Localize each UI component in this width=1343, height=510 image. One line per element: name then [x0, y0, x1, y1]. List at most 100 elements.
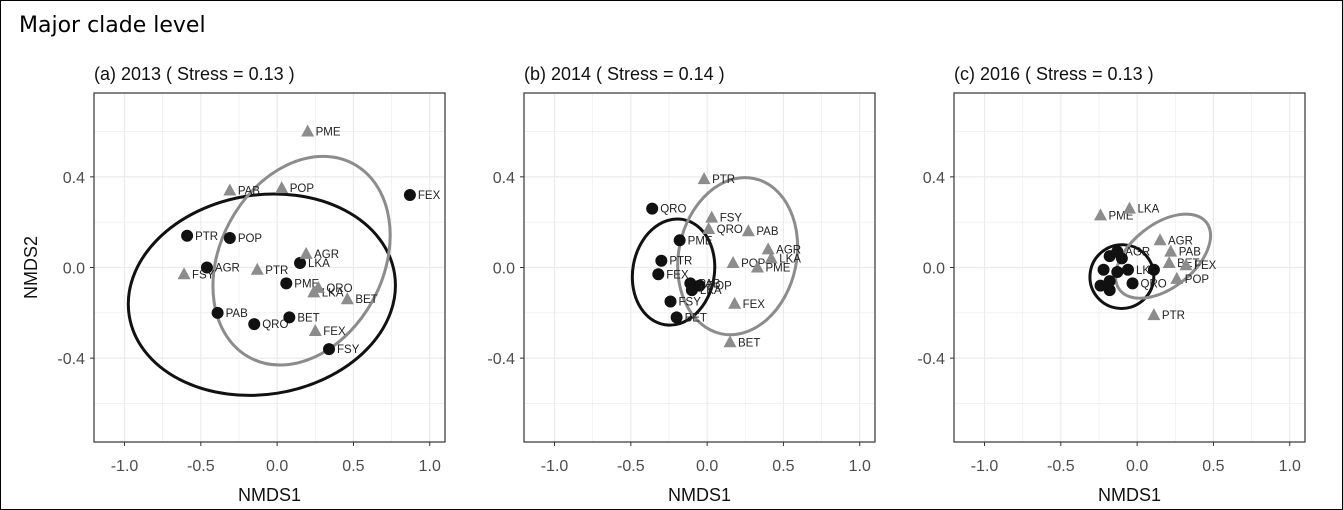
- point-label: LKA: [322, 287, 344, 299]
- x-tick-label: 1.0: [419, 458, 441, 475]
- y-tick-label: 0.4: [63, 170, 85, 187]
- panel-title: (c) 2016 ( Stress = 0.13 ): [954, 64, 1154, 84]
- x-axis-label: NMDS1: [238, 485, 301, 505]
- panel-3: AGRLKAQROPMELKAAGRPABBETFEXPOPPTR-1.0-0.…: [917, 64, 1306, 505]
- x-tick-label: 1.0: [849, 458, 871, 475]
- y-axis-label: NMDS2: [21, 236, 41, 299]
- x-axis-label: NMDS1: [1098, 485, 1161, 505]
- point-triangle: [761, 242, 775, 255]
- panel-title: (a) 2013 ( Stress = 0.13 ): [94, 64, 295, 84]
- point-triangle: [1179, 258, 1193, 271]
- point-triangle: [275, 181, 289, 194]
- point-label: FSY: [720, 213, 743, 225]
- point-circle: [223, 232, 236, 245]
- point-label: LKA: [779, 253, 801, 265]
- point-label: LKA: [308, 258, 330, 270]
- x-tick-label: 0.5: [1202, 458, 1224, 475]
- point-circle: [1094, 279, 1107, 292]
- point-circle: [670, 311, 683, 324]
- x-tick-label: -0.5: [1047, 458, 1075, 475]
- y-tick-label: 0.4: [923, 170, 945, 187]
- ellipse-circle: [1088, 243, 1156, 310]
- point-label: QRO: [326, 283, 352, 295]
- point-label: FEX: [743, 299, 766, 311]
- point-label: AGR: [1168, 235, 1193, 247]
- x-tick-label: 0.0: [696, 458, 718, 475]
- point-label: FEX: [666, 269, 689, 281]
- point-label: FSY: [337, 344, 360, 356]
- point-label: BET: [355, 294, 377, 306]
- point-circle: [294, 256, 307, 269]
- point-label: PME: [316, 127, 341, 139]
- point-triangle: [723, 335, 737, 348]
- point-circle: [646, 202, 659, 215]
- point-label: FSY: [192, 269, 215, 281]
- point-circle: [685, 284, 698, 297]
- point-circle: [200, 261, 213, 274]
- point-triangle: [1123, 201, 1136, 214]
- y-tick-label: -0.4: [57, 351, 85, 368]
- point-triangle: [1147, 308, 1161, 321]
- x-tick-label: 0.5: [342, 458, 364, 475]
- panel-title: (b) 2014 ( Stress = 0.14 ): [524, 64, 725, 84]
- point-label: PTR: [1162, 310, 1185, 322]
- point-label: POP: [290, 183, 315, 195]
- point-label: PME: [765, 263, 790, 275]
- point-circle: [403, 188, 416, 201]
- point-label: QRO: [262, 319, 288, 331]
- point-label: PTR: [265, 265, 288, 277]
- point-circle: [1126, 277, 1139, 290]
- point-circle: [1111, 266, 1124, 279]
- point-label: AGR: [314, 249, 339, 261]
- point-circle: [673, 234, 686, 247]
- point-circle: [652, 268, 665, 281]
- point-label: POP: [238, 233, 263, 245]
- x-tick-label: 0.5: [772, 458, 794, 475]
- point-triangle: [764, 251, 778, 264]
- point-triangle: [177, 267, 191, 280]
- x-tick-label: 1.0: [1279, 458, 1301, 475]
- x-axis-label: NMDS1: [668, 485, 731, 505]
- point-triangle: [1164, 244, 1178, 257]
- x-tick-label: -0.5: [617, 458, 645, 475]
- point-label: FEX: [418, 190, 441, 202]
- y-tick-label: 0.0: [493, 261, 515, 278]
- point-circle: [1103, 284, 1116, 297]
- y-tick-label: 0.0: [923, 261, 945, 278]
- point-circle: [1115, 252, 1128, 265]
- point-label: BET: [297, 312, 319, 324]
- point-triangle: [250, 262, 264, 275]
- ellipse-triangle: [1114, 212, 1213, 300]
- point-circle: [1097, 263, 1110, 276]
- point-circle: [1103, 275, 1116, 288]
- x-tick-label: -0.5: [187, 458, 215, 475]
- point-circle: [1121, 263, 1134, 276]
- y-tick-label: 0.0: [63, 261, 85, 278]
- point-label: PME: [688, 235, 713, 247]
- y-tick-label: -0.4: [917, 351, 945, 368]
- x-tick-label: 0.0: [1126, 458, 1148, 475]
- point-triangle: [741, 224, 755, 237]
- point-triangle: [750, 260, 764, 273]
- point-triangle: [702, 221, 716, 234]
- point-triangle: [223, 183, 237, 196]
- point-triangle: [697, 172, 711, 185]
- x-tick-label: -1.0: [541, 458, 569, 475]
- point-circle: [655, 254, 668, 267]
- ellipse-triangle: [211, 154, 392, 367]
- point-label: AGR: [215, 263, 240, 275]
- point-label: BET: [685, 312, 707, 324]
- point-triangle: [299, 246, 313, 259]
- point-triangle: [1094, 208, 1108, 221]
- point-triangle: [728, 296, 742, 309]
- point-label: PAB: [756, 226, 778, 238]
- point-triangle: [340, 292, 354, 305]
- x-tick-label: -1.0: [111, 458, 139, 475]
- point-label: PTR: [669, 256, 692, 268]
- point-triangle: [1170, 271, 1184, 284]
- point-label: POP: [1185, 274, 1210, 286]
- point-circle: [664, 295, 677, 308]
- point-triangle: [1162, 255, 1176, 268]
